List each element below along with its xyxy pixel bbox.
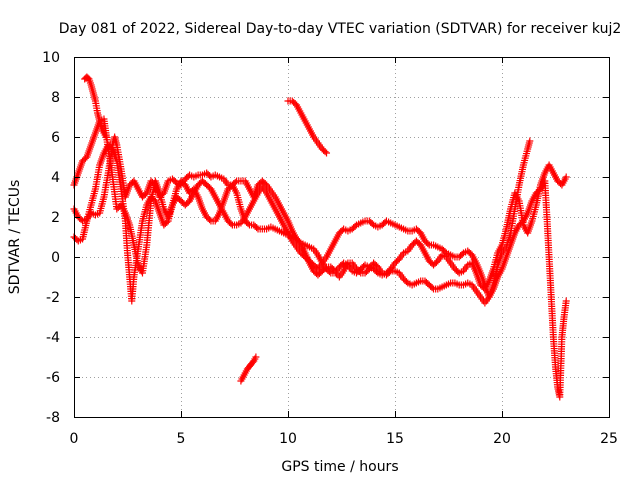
series-trace-c [70, 141, 570, 401]
y-tick-label: 8 [51, 90, 60, 106]
data-point [231, 178, 239, 186]
tick-labels: 0 5 10 15 20 25 -8 -6 -4 -2 0 2 4 6 8 10 [42, 50, 618, 447]
y-tick-label: 4 [51, 170, 60, 186]
x-tick-label: 25 [600, 431, 618, 447]
plot-frame [74, 57, 610, 418]
data-point [368, 220, 376, 228]
data-point [102, 133, 110, 141]
y-axis-label: SDTVAR / TECUs [7, 180, 23, 295]
series-trace-d [81, 73, 110, 141]
data-point [441, 248, 449, 256]
x-tick-label: 15 [386, 431, 404, 447]
data-point [562, 297, 570, 305]
data-point [171, 178, 179, 186]
data-point [206, 216, 214, 224]
data-layer [70, 73, 570, 401]
chart-title: Day 081 of 2022, Sidereal Day-to-day VTE… [59, 21, 622, 37]
data-point [253, 224, 261, 232]
data-point [351, 222, 359, 230]
data-point [424, 240, 432, 248]
grid [74, 57, 609, 417]
data-point [163, 218, 171, 226]
x-axis-label: GPS time / hours [281, 459, 398, 475]
data-point [325, 268, 333, 276]
y-tick-label: 2 [51, 210, 60, 226]
y-tick-label: 6 [51, 130, 60, 146]
x-tick-label: 20 [493, 431, 511, 447]
data-point [526, 137, 534, 145]
data-point [321, 148, 329, 156]
y-tick-label: -8 [46, 410, 60, 426]
y-tick-label: 0 [51, 250, 60, 266]
x-tick-label: 5 [177, 431, 186, 447]
series-trace-a [70, 115, 534, 307]
data-point [252, 353, 260, 361]
series-trace-f [237, 353, 260, 385]
data-point [244, 220, 252, 228]
data-point [562, 173, 570, 181]
data-point [323, 149, 331, 157]
data-point [458, 250, 466, 258]
data-point [428, 284, 436, 292]
data-point [295, 238, 303, 246]
y-tick-label: -4 [46, 330, 60, 346]
x-tick-label: 0 [70, 431, 79, 447]
x-tick-label: 10 [279, 431, 297, 447]
data-point [372, 268, 380, 276]
y-tick-label: -2 [46, 290, 60, 306]
data-point [227, 220, 235, 228]
ticks [74, 57, 610, 418]
y-tick-label: -6 [46, 370, 60, 386]
data-point [402, 278, 410, 286]
series-trace-e [284, 97, 331, 157]
y-tick-label: 10 [42, 50, 60, 66]
